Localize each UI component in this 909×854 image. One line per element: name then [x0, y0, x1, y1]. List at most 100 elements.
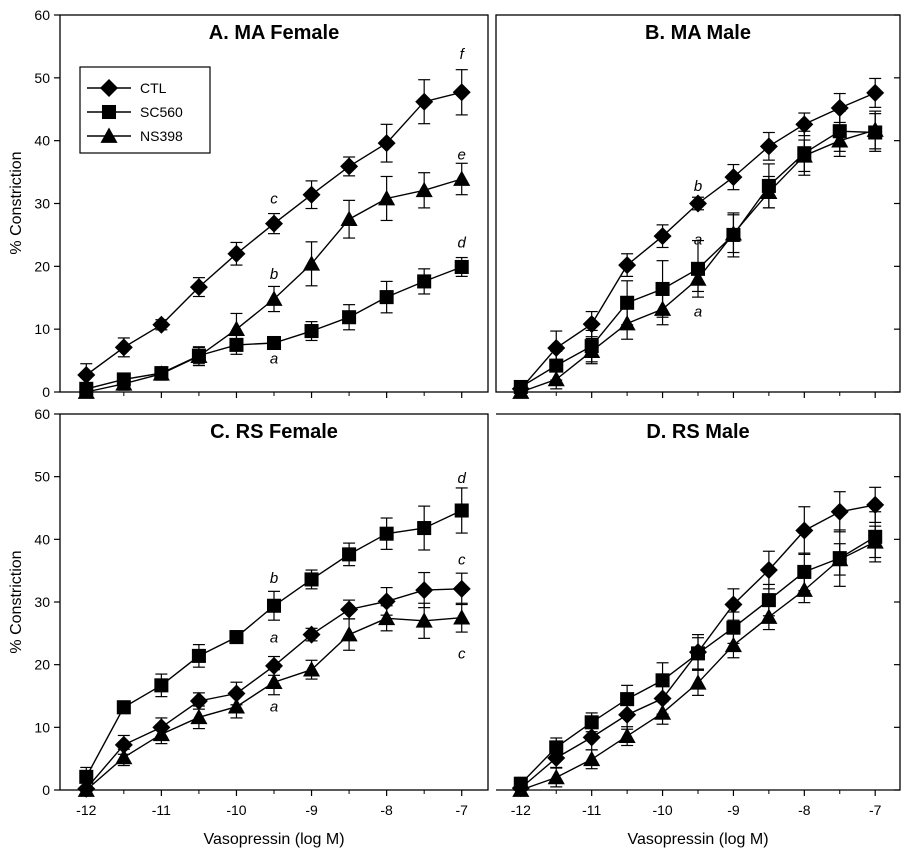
data-point [378, 189, 396, 206]
y-tick-label: 50 [34, 469, 50, 485]
data-point [618, 727, 636, 743]
data-point [304, 324, 319, 339]
data-point [618, 256, 637, 275]
data-point [304, 572, 319, 587]
data-point [582, 728, 601, 747]
data-point [547, 370, 565, 387]
data-point [761, 593, 776, 608]
legend: CTL SC560 NS398 [79, 66, 211, 154]
data-point [453, 170, 471, 186]
data-point [154, 678, 169, 693]
data-point [512, 781, 530, 797]
data-point [759, 561, 778, 580]
x-axis-title-right: Vasopressin (log M) [627, 831, 768, 848]
x-tick-label: -8 [380, 802, 393, 818]
data-point [620, 692, 635, 707]
data-point [302, 661, 321, 677]
data-point [378, 609, 396, 626]
y-tick-label: 10 [34, 719, 50, 735]
data-point [227, 320, 246, 337]
series-ns398 [77, 602, 471, 797]
y-tick-label: 20 [34, 657, 50, 673]
legend-marker [101, 104, 117, 120]
data-point [265, 214, 283, 233]
significance-letter: a [270, 699, 278, 716]
data-point [689, 194, 707, 213]
series-sc560 [513, 110, 883, 394]
data-point [152, 315, 171, 334]
y-tick-label: 0 [42, 782, 50, 798]
y-tick-label: 60 [34, 406, 50, 422]
significance-letter: d [458, 234, 467, 251]
data-point [152, 365, 170, 381]
data-point [227, 698, 246, 714]
data-point [724, 636, 742, 653]
x-tick-label: -7 [455, 802, 468, 818]
y-axis-title-bottom: % Constriction [8, 550, 25, 653]
data-point [189, 278, 208, 297]
x-tick-label: -12 [76, 802, 96, 818]
panel-d: -12 -11 -10 -9 -8 -7 D. RS Male [496, 413, 901, 818]
data-point [266, 335, 282, 351]
data-point [377, 134, 396, 153]
data-point [302, 255, 321, 271]
data-point [795, 147, 813, 163]
legend-marker [100, 79, 118, 97]
legend-box [79, 66, 211, 154]
legend-label: SC560 [140, 104, 183, 120]
data-point [831, 132, 849, 148]
y-tick-label: 20 [34, 258, 50, 274]
data-point [342, 547, 357, 562]
panel-b: B. MA Male a a b [495, 14, 901, 399]
significance-letter: f [460, 46, 466, 63]
data-point [795, 521, 814, 540]
data-point [760, 183, 778, 200]
series-line [86, 266, 462, 390]
data-point [191, 648, 206, 663]
y-tick-label: 40 [34, 133, 50, 149]
y-tick-label: 50 [34, 70, 50, 86]
data-point [342, 310, 357, 325]
series-sc560 [513, 511, 883, 791]
data-point [689, 270, 707, 286]
significance-letter: a [270, 630, 278, 647]
data-point [77, 366, 96, 385]
significance-letter: c [458, 645, 466, 662]
data-point [152, 725, 170, 742]
data-point [726, 620, 741, 635]
data-point [302, 625, 321, 644]
data-point [77, 781, 95, 797]
y-tick-label: 30 [34, 594, 50, 610]
data-point [582, 315, 601, 334]
y-tick-label: 0 [42, 384, 50, 400]
y-tick-label: 40 [34, 531, 50, 547]
data-point [452, 83, 471, 102]
data-point [759, 137, 778, 156]
data-point [417, 521, 432, 536]
significance-letter: c [458, 551, 466, 568]
x-tick-label: -9 [305, 802, 318, 818]
data-point [512, 383, 530, 399]
data-point [830, 98, 849, 117]
data-point [689, 674, 707, 690]
data-point [547, 339, 566, 358]
data-point [797, 564, 812, 579]
series-ns398 [512, 525, 884, 797]
data-point [653, 227, 672, 246]
significance-letter: a [694, 231, 702, 248]
data-point [265, 656, 283, 675]
significance-letter: e [458, 147, 466, 164]
data-point [379, 526, 394, 541]
data-point [452, 579, 471, 598]
x-tick-label: -12 [511, 802, 531, 818]
data-point [724, 225, 742, 241]
data-point [415, 181, 433, 198]
data-point [190, 708, 208, 725]
data-point [654, 300, 672, 316]
series-ns398 [512, 110, 884, 399]
data-point [690, 646, 706, 661]
data-point [866, 533, 884, 549]
data-point [302, 185, 321, 204]
x-tick-label: -8 [798, 802, 811, 818]
data-point [79, 769, 94, 784]
